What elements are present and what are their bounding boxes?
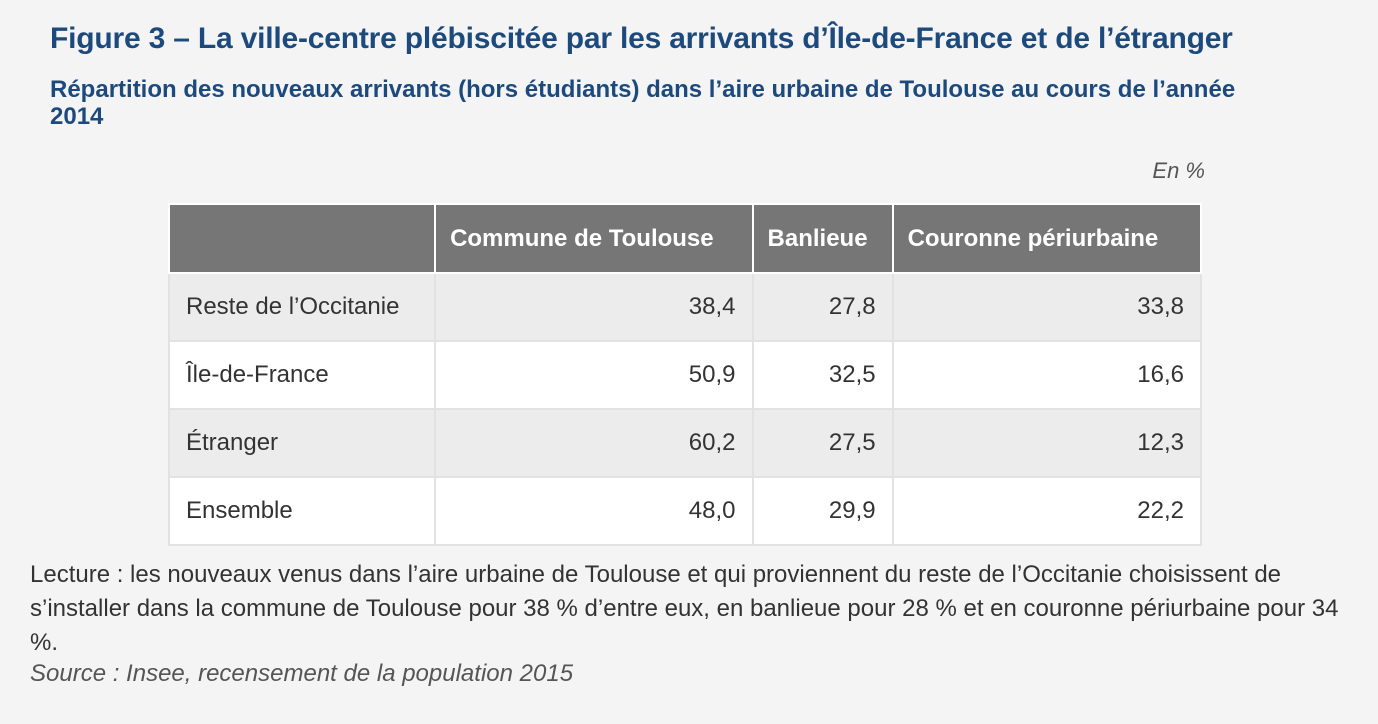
- value-cell: 38,4: [434, 272, 754, 342]
- table-row: Étranger 60,2 27,5 12,3: [167, 408, 1203, 478]
- reading-note: Lecture : les nouveaux venus dans l’aire…: [30, 561, 1339, 656]
- value-cell: 12,3: [891, 408, 1203, 478]
- header-cell-couronne-periurbaine: Couronne périurbaine: [891, 203, 1203, 274]
- unit-label: En %: [1152, 158, 1205, 183]
- row-label: Ensemble: [167, 476, 437, 546]
- data-table: Commune de Toulouse Banlieue Couronne pé…: [167, 203, 1203, 546]
- table-row: Île-de-France 50,9 32,5 16,6: [167, 340, 1203, 410]
- value-cell: 27,8: [751, 272, 894, 342]
- header-cell-commune-de-toulouse: Commune de Toulouse: [434, 203, 754, 274]
- value-cell: 48,0: [434, 476, 754, 546]
- value-cell: 60,2: [434, 408, 754, 478]
- table-header-row: Commune de Toulouse Banlieue Couronne pé…: [167, 203, 1203, 274]
- source-note: Source : Insee, recensement de la popula…: [30, 660, 574, 687]
- value-cell: 50,9: [434, 340, 754, 410]
- value-cell: 16,6: [891, 340, 1203, 410]
- figure-title: Figure 3 – La ville-centre plébiscitée p…: [50, 22, 1233, 55]
- value-cell: 22,2: [891, 476, 1203, 546]
- value-cell: 33,8: [891, 272, 1203, 342]
- table-row: Reste de l’Occitanie 38,4 27,8 33,8: [167, 272, 1203, 342]
- header-cell-banlieue: Banlieue: [751, 203, 894, 274]
- row-label: Étranger: [167, 408, 437, 478]
- table-row: Ensemble 48,0 29,9 22,2: [167, 476, 1203, 546]
- header-cell-empty: [167, 203, 437, 274]
- row-label: Reste de l’Occitanie: [167, 272, 437, 342]
- value-cell: 29,9: [751, 476, 894, 546]
- value-cell: 27,5: [751, 408, 894, 478]
- figure-subtitle: Répartition des nouveaux arrivants (hors…: [50, 76, 1236, 130]
- row-label: Île-de-France: [167, 340, 437, 410]
- value-cell: 32,5: [751, 340, 894, 410]
